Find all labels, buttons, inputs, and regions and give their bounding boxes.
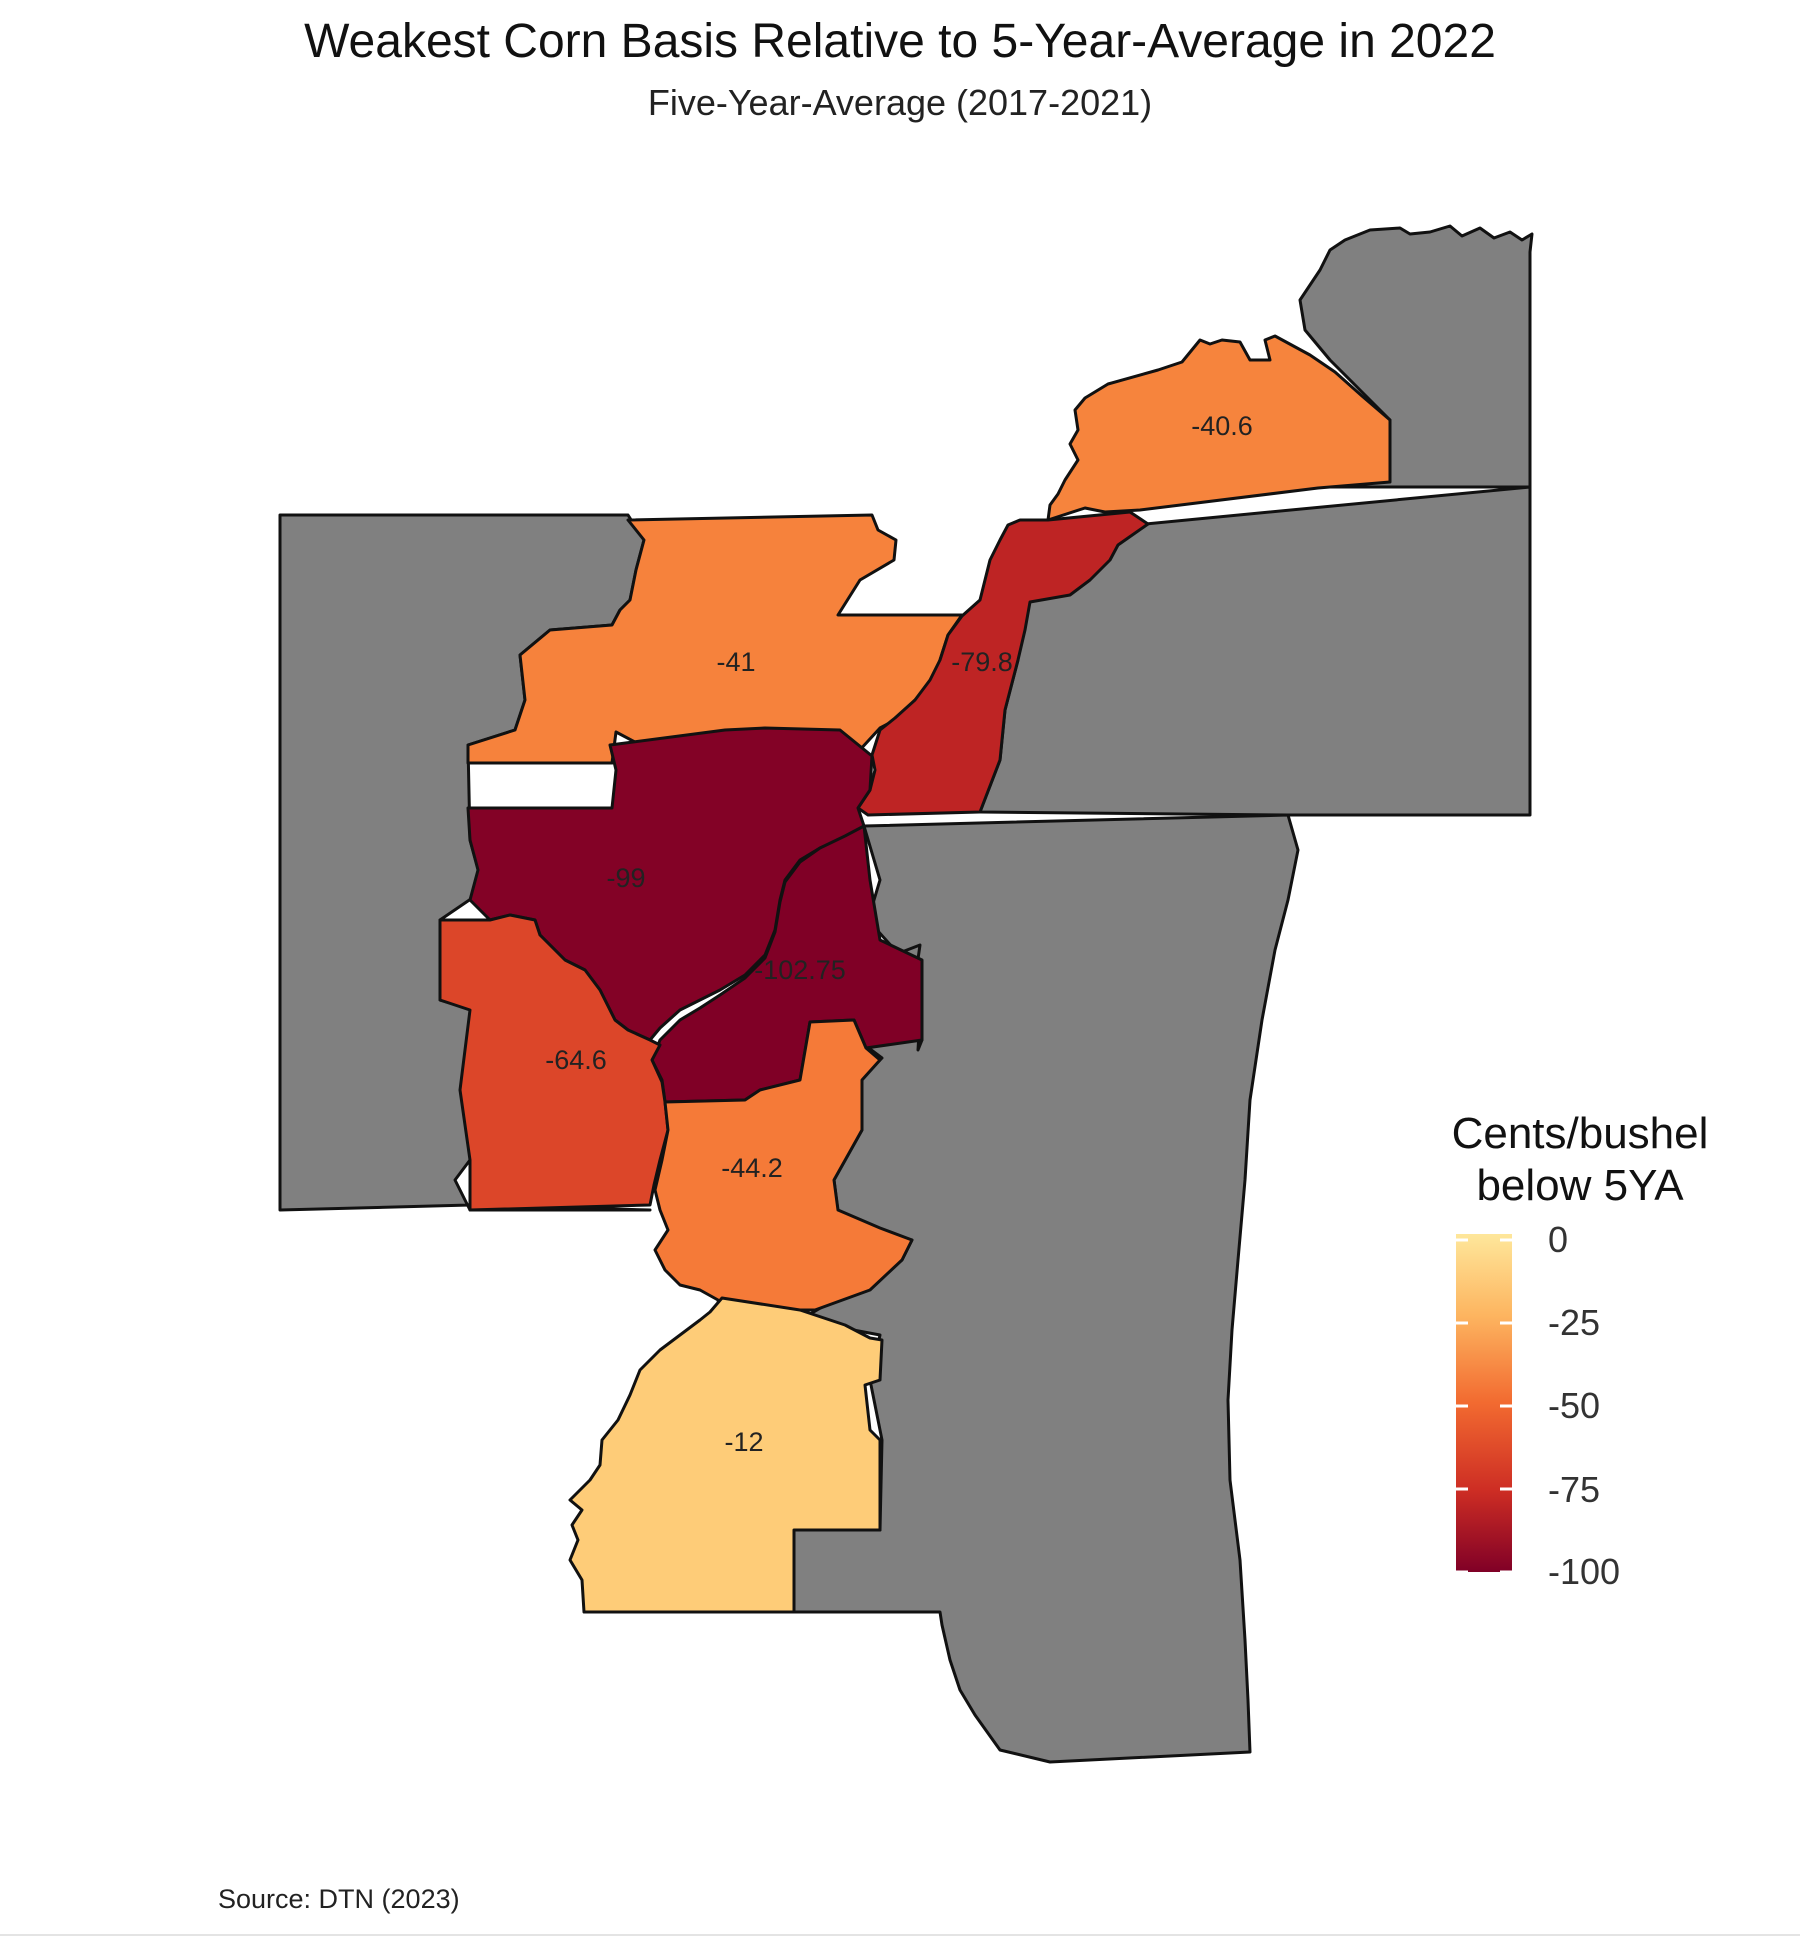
region-labels: -40.6 -41 -79.8 -99 -102.75 -64.6 -44.2 -12	[545, 411, 1253, 1457]
page-subtitle: Five-Year-Average (2017-2021)	[647, 82, 1153, 123]
legend-color-bar	[1456, 1234, 1512, 1572]
legend-tick-label: -50	[1548, 1385, 1601, 1426]
region-west-south	[438, 913, 670, 1212]
region-value-label: -41	[716, 647, 755, 677]
legend-tick-label: 0	[1548, 1219, 1569, 1260]
region-value-label: -79.8	[951, 647, 1013, 677]
region-south-central	[653, 1018, 914, 1327]
legend-tick-label: -25	[1548, 1302, 1601, 1343]
gray-region-northeast	[1293, 224, 1534, 489]
region-value-label: -12	[724, 1427, 763, 1457]
region-value-label: -64.6	[545, 1045, 607, 1075]
region-value-label: -99	[606, 863, 645, 893]
source-note: Source: DTN (2023)	[218, 1884, 460, 1914]
region-value-label: -44.2	[721, 1153, 783, 1183]
legend-title-line1: Cents/bushel	[1451, 1109, 1709, 1158]
legend-title: Cents/bushel below 5YA	[1420, 1108, 1740, 1212]
legend-tick-label: -100	[1548, 1551, 1621, 1592]
legend-title-line2: below 5YA	[1476, 1161, 1684, 1210]
region-value-label: -102.75	[754, 955, 846, 985]
region-value-label: -40.6	[1191, 411, 1253, 441]
region-north-east	[1046, 334, 1392, 522]
bottom-divider	[0, 1934, 1800, 1936]
legend-ticks	[1456, 1238, 1512, 1574]
legend-tick-label: -75	[1548, 1469, 1601, 1510]
page-title: Weakest Corn Basis Relative to 5-Year-Av…	[304, 15, 1496, 68]
region-south	[568, 1296, 884, 1614]
map-regions	[278, 224, 1534, 1764]
